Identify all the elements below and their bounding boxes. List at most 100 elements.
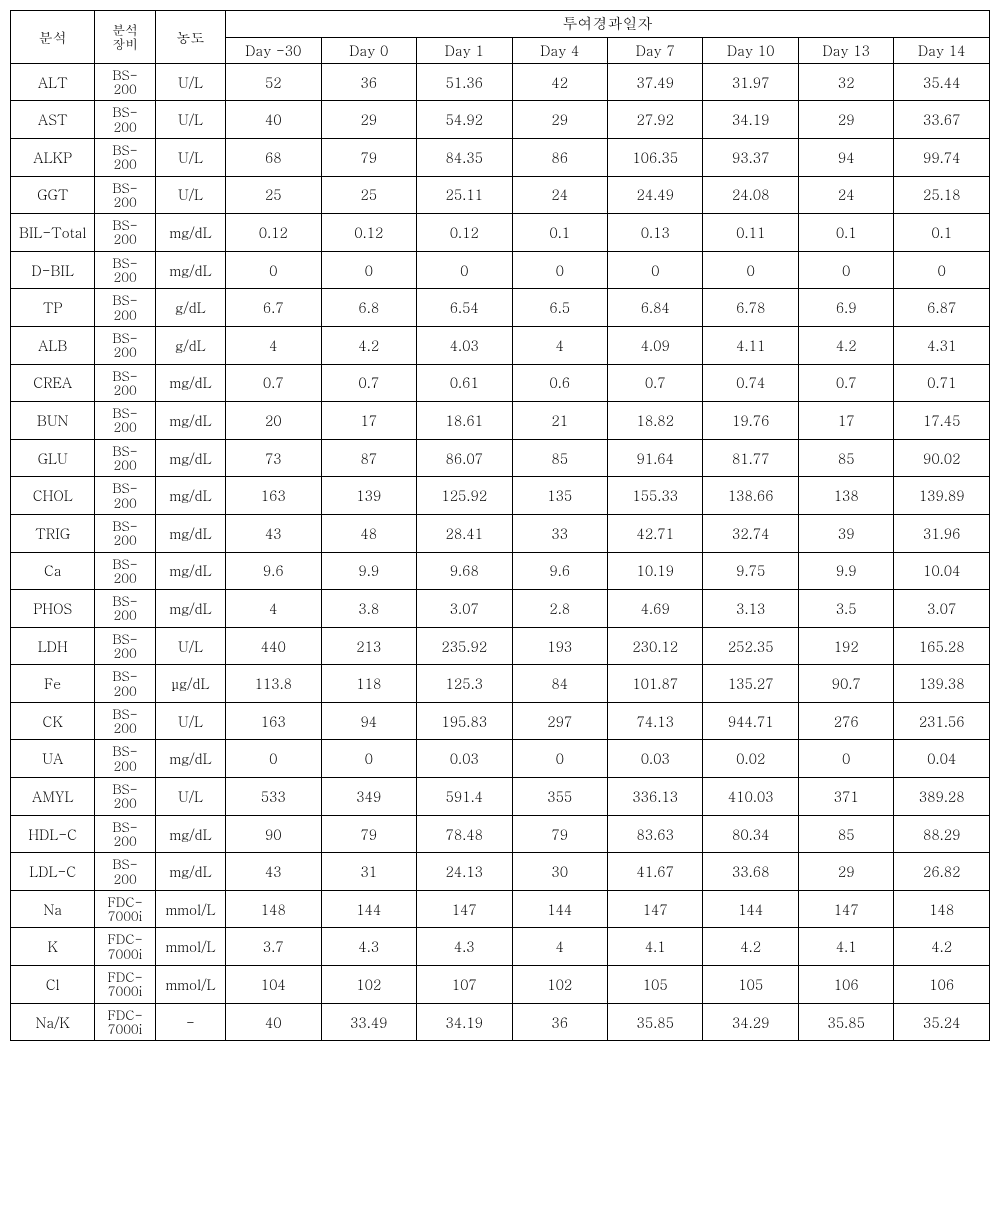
value-cell: 144 [321,890,416,928]
table-row: PHOSBS-200mg/dL43.83.072.84.693.133.53.0… [11,590,990,628]
value-cell: 25.11 [417,176,512,214]
value-cell: 33 [512,514,607,552]
analyte-cell: Cl [11,966,95,1004]
value-cell: 32.74 [703,514,798,552]
value-cell: 54.92 [417,101,512,139]
value-cell: 6.7 [226,289,321,327]
value-cell: 0 [798,740,893,778]
value-cell: 138.66 [703,477,798,515]
value-cell: 0.7 [226,364,321,402]
analyte-cell: CK [11,702,95,740]
analyte-cell: GGT [11,176,95,214]
header-day-1: Day 0 [321,38,416,64]
analyte-cell: CHOL [11,477,95,515]
device-cell: BS-200 [95,251,155,289]
table-row: NaFDC-7000immol/L14814414714414714414714… [11,890,990,928]
value-cell: 9.9 [798,552,893,590]
value-cell: 27.92 [608,101,703,139]
value-cell: 48 [321,514,416,552]
value-cell: 0.04 [894,740,990,778]
value-cell: 4.1 [798,928,893,966]
header-device: 분석장비 [95,11,155,64]
unit-cell: mmol/L [155,928,225,966]
value-cell: 147 [798,890,893,928]
value-cell: 118 [321,665,416,703]
value-cell: 85 [798,815,893,853]
value-cell: 25 [321,176,416,214]
value-cell: 4.31 [894,326,990,364]
table-header: 분석 분석장비 농도 투여경과일자 Day -30Day 0Day 1Day 4… [11,11,990,64]
device-cell: BS-200 [95,665,155,703]
device-cell: BS-200 [95,477,155,515]
device-cell: BS-200 [95,702,155,740]
value-cell: 252.35 [703,627,798,665]
unit-cell: mg/dL [155,514,225,552]
value-cell: 144 [512,890,607,928]
value-cell: 0.03 [608,740,703,778]
device-cell: BS-200 [95,101,155,139]
value-cell: 165.28 [894,627,990,665]
value-cell: 155.33 [608,477,703,515]
analyte-cell: GLU [11,439,95,477]
value-cell: 90.02 [894,439,990,477]
value-cell: 105 [703,966,798,1004]
analyte-cell: D-BIL [11,251,95,289]
device-cell: FDC-7000i [95,928,155,966]
value-cell: 24.08 [703,176,798,214]
value-cell: 6.5 [512,289,607,327]
value-cell: 21 [512,402,607,440]
value-cell: 34.19 [417,1003,512,1041]
value-cell: 28.41 [417,514,512,552]
value-cell: 105 [608,966,703,1004]
value-cell: 163 [226,477,321,515]
value-cell: 10.19 [608,552,703,590]
device-cell: BS-200 [95,627,155,665]
value-cell: 101.87 [608,665,703,703]
value-cell: 4.03 [417,326,512,364]
value-cell: 25 [226,176,321,214]
value-cell: 4 [226,326,321,364]
table-row: CKBS-200U/L16394195.8329774.13944.712762… [11,702,990,740]
unit-cell: U/L [155,702,225,740]
value-cell: 0 [798,251,893,289]
value-cell: 20 [226,402,321,440]
value-cell: 79 [321,815,416,853]
value-cell: 4.3 [321,928,416,966]
value-cell: 24 [512,176,607,214]
value-cell: 90.7 [798,665,893,703]
value-cell: 104 [226,966,321,1004]
value-cell: 4 [226,590,321,628]
header-days-group: 투여경과일자 [226,11,990,38]
value-cell: 79 [321,138,416,176]
value-cell: 135 [512,477,607,515]
device-cell: BS-200 [95,326,155,364]
analyte-cell: BIL-Total [11,214,95,252]
value-cell: 9.68 [417,552,512,590]
value-cell: 0 [321,251,416,289]
value-cell: 81.77 [703,439,798,477]
value-cell: 235.92 [417,627,512,665]
lab-results-table: 분석 분석장비 농도 투여경과일자 Day -30Day 0Day 1Day 4… [10,10,990,1041]
header-analyte: 분석 [11,11,95,64]
value-cell: 0.7 [321,364,416,402]
value-cell: 533 [226,778,321,816]
table-row: Na/KFDC-7000i-4033.4934.193635.8534.2935… [11,1003,990,1041]
value-cell: 4.09 [608,326,703,364]
analyte-cell: K [11,928,95,966]
value-cell: 42 [512,63,607,101]
value-cell: 86.07 [417,439,512,477]
value-cell: 88.29 [894,815,990,853]
analyte-cell: Na [11,890,95,928]
value-cell: 40 [226,1003,321,1041]
value-cell: 80.34 [703,815,798,853]
value-cell: 78.48 [417,815,512,853]
value-cell: 0 [703,251,798,289]
value-cell: 94 [321,702,416,740]
unit-cell: mmol/L [155,890,225,928]
value-cell: 0.7 [798,364,893,402]
value-cell: 0 [512,740,607,778]
value-cell: 3.8 [321,590,416,628]
unit-cell: mg/dL [155,815,225,853]
value-cell: 26.82 [894,853,990,891]
value-cell: 0.71 [894,364,990,402]
